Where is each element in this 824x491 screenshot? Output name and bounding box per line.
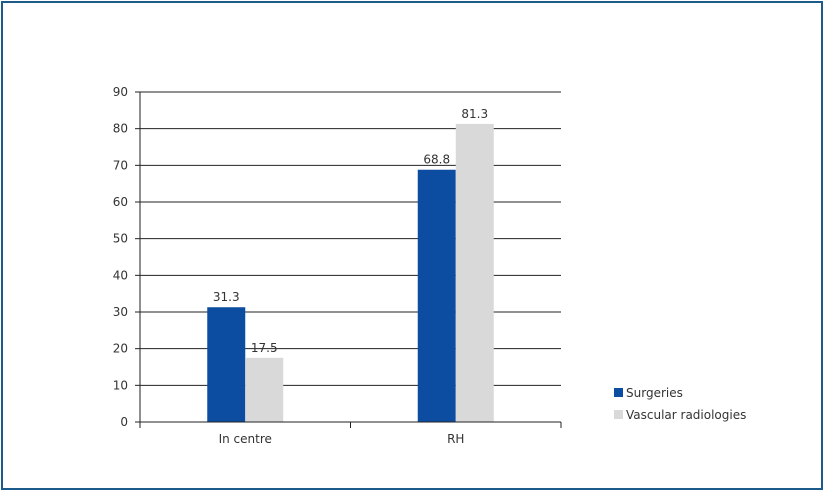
y-tick-label: 50 — [113, 232, 128, 246]
y-tick-label: 70 — [113, 158, 128, 172]
gridlines — [140, 91, 561, 386]
data-label: 31.3 — [213, 290, 240, 304]
legend: Surgeries Vascular radiologies — [614, 386, 746, 422]
y-tick-label: 60 — [113, 195, 128, 209]
y-tick-label: 80 — [113, 122, 128, 136]
bar-vascular-radiologies — [455, 123, 494, 423]
bars — [207, 123, 494, 423]
x-category-label: In centre — [219, 432, 272, 446]
bar-surgeries — [207, 307, 246, 422]
data-labels: 31.3 17.5 68.8 81.3 — [213, 107, 488, 355]
y-tick-label: 20 — [113, 342, 128, 356]
y-tick-label: 90 — [113, 85, 128, 99]
bar-vascular-radiologies — [245, 357, 284, 422]
axes — [139, 92, 562, 428]
data-label: 81.3 — [461, 107, 488, 121]
y-axis-ticks: 0 10 20 30 40 50 60 70 80 90 — [113, 85, 140, 429]
legend-swatch — [614, 388, 623, 397]
y-tick-label: 30 — [113, 305, 128, 319]
legend-swatch — [614, 410, 623, 419]
y-tick-label: 10 — [113, 378, 128, 392]
x-axis-labels: In centre RH — [219, 432, 465, 446]
x-category-label: RH — [447, 432, 464, 446]
y-tick-label: 40 — [113, 268, 128, 282]
data-label: 17.5 — [251, 341, 278, 355]
legend-label: Vascular radiologies — [626, 408, 746, 422]
bar-surgeries — [417, 169, 456, 422]
y-tick-label: 0 — [120, 415, 128, 429]
legend-label: Surgeries — [626, 386, 683, 400]
data-label: 68.8 — [423, 153, 450, 167]
